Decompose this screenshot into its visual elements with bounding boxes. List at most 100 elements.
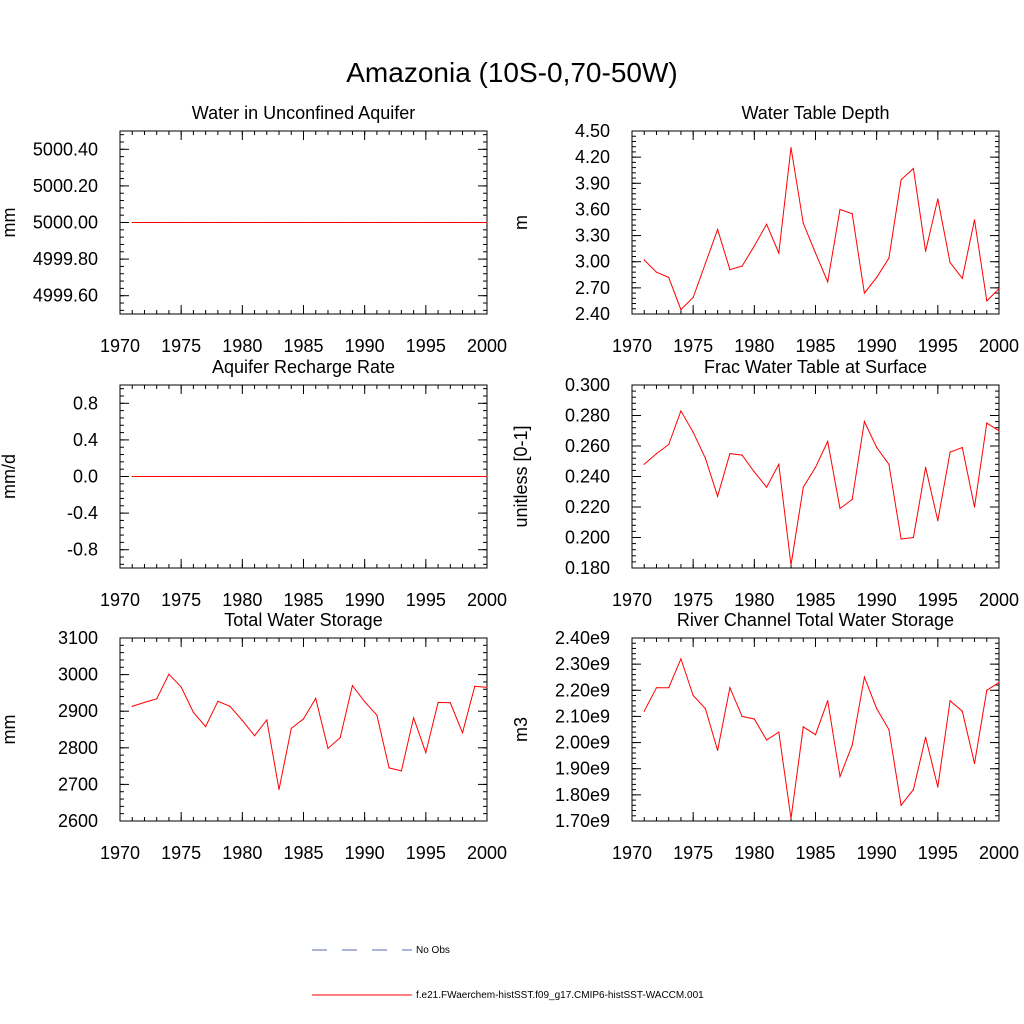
- data-point: [388, 221, 390, 224]
- data-point: [278, 221, 280, 224]
- data-point: [973, 506, 976, 508]
- data-point: [168, 221, 170, 224]
- x-tick-label: 2000: [467, 336, 507, 356]
- figure-title: Amazonia (10S-0,70-50W): [346, 57, 677, 88]
- data-point: [949, 261, 951, 264]
- data-point: [704, 707, 707, 710]
- data-point: [205, 475, 207, 478]
- data-point: [486, 475, 488, 478]
- data-point: [998, 288, 1000, 290]
- data-point: [741, 715, 743, 718]
- data-point: [315, 221, 317, 224]
- x-tick-label: 2000: [979, 590, 1019, 610]
- series-line-1: [132, 673, 488, 790]
- data-point: [449, 475, 451, 478]
- panels: Water in Unconfined Aquifer mm 1970 1975 198…: [0, 103, 1019, 863]
- data-point: [364, 701, 366, 703]
- panel-title: Frac Water Table at Surface: [704, 357, 927, 377]
- data-point: [949, 700, 951, 702]
- data-point: [692, 431, 694, 433]
- data-point: [802, 222, 804, 224]
- y-tick-label: 0.280: [565, 406, 610, 426]
- data-point: [888, 463, 890, 465]
- data-point: [474, 685, 476, 687]
- data-point: [814, 466, 817, 468]
- data-point: [315, 475, 317, 478]
- y-tick-label: 5000.00: [33, 213, 98, 233]
- y-tick-label: 2800: [58, 738, 98, 758]
- data-point: [180, 221, 182, 224]
- y-axis-label: m3: [511, 717, 531, 742]
- data-point: [827, 440, 829, 443]
- x-tick-label: 1970: [612, 843, 652, 863]
- panel-title: Aquifer Recharge Rate: [212, 357, 395, 377]
- data-point: [986, 689, 988, 691]
- y-tick-label: 0.0: [73, 467, 98, 487]
- x-tick-label: 2000: [979, 843, 1019, 863]
- x-tick-label: 1980: [222, 336, 262, 356]
- data-point: [302, 221, 305, 224]
- x-tick-label: 1990: [345, 590, 385, 610]
- data-point: [327, 747, 329, 750]
- data-point: [668, 687, 670, 689]
- series-line-1: [643, 409, 1000, 566]
- y-tick-label: 2.00e9: [555, 733, 610, 753]
- data-point: [241, 221, 243, 224]
- data-point: [717, 749, 719, 752]
- x-tick-label: 2000: [979, 336, 1019, 356]
- data-point: [302, 475, 305, 478]
- data-point: [925, 250, 927, 252]
- data-point: [486, 686, 488, 689]
- chart-panel-3: Aquifer Recharge Rate mm/d 1970 1975 1980 198…: [0, 357, 507, 610]
- x-tick-label: 1995: [918, 590, 958, 610]
- data-point: [327, 475, 329, 478]
- data-point: [778, 463, 780, 465]
- x-tick-label: 1970: [612, 336, 652, 356]
- y-tick-label: -0.4: [67, 503, 98, 523]
- data-point: [351, 475, 354, 478]
- data-point: [229, 221, 231, 224]
- data-point: [449, 702, 451, 704]
- data-point: [680, 658, 682, 660]
- data-point: [851, 213, 853, 215]
- data-point: [339, 475, 341, 478]
- chart-panel-1: Water in Unconfined Aquifer mm 1970 1975 198…: [0, 103, 507, 356]
- data-point: [790, 817, 792, 819]
- data-point: [839, 507, 841, 510]
- y-tick-label: 5000.40: [33, 139, 98, 159]
- data-point: [876, 276, 878, 278]
- data-point: [900, 179, 902, 181]
- data-point: [888, 257, 890, 259]
- legend: No Obs f.e21.FWaerchem-histSST.f09_g17.C…: [312, 945, 704, 1001]
- data-point: [863, 421, 866, 423]
- data-point: [961, 446, 963, 449]
- data-point: [253, 735, 256, 737]
- data-point: [400, 475, 402, 478]
- data-point: [741, 454, 743, 456]
- data-point: [461, 732, 464, 734]
- data-point: [217, 700, 219, 702]
- data-point: [376, 714, 378, 716]
- x-tick-label: 1975: [673, 336, 713, 356]
- data-point: [937, 520, 939, 522]
- data-point: [315, 697, 317, 699]
- data-point: [400, 221, 402, 224]
- data-point: [413, 475, 415, 478]
- data-point: [900, 538, 902, 540]
- x-tick-label: 1985: [283, 843, 323, 863]
- x-tick-label: 1995: [918, 336, 958, 356]
- data-point: [888, 728, 890, 731]
- y-tick-label: 3100: [58, 628, 98, 648]
- data-point: [717, 228, 719, 231]
- plot-frame: [631, 637, 1000, 822]
- data-point: [217, 221, 219, 224]
- data-point: [339, 736, 341, 739]
- data-point: [655, 453, 658, 455]
- data-point: [217, 475, 219, 478]
- data-point: [655, 271, 658, 273]
- data-point: [937, 198, 939, 200]
- x-tick-label: 1995: [918, 843, 958, 863]
- data-point: [937, 786, 939, 788]
